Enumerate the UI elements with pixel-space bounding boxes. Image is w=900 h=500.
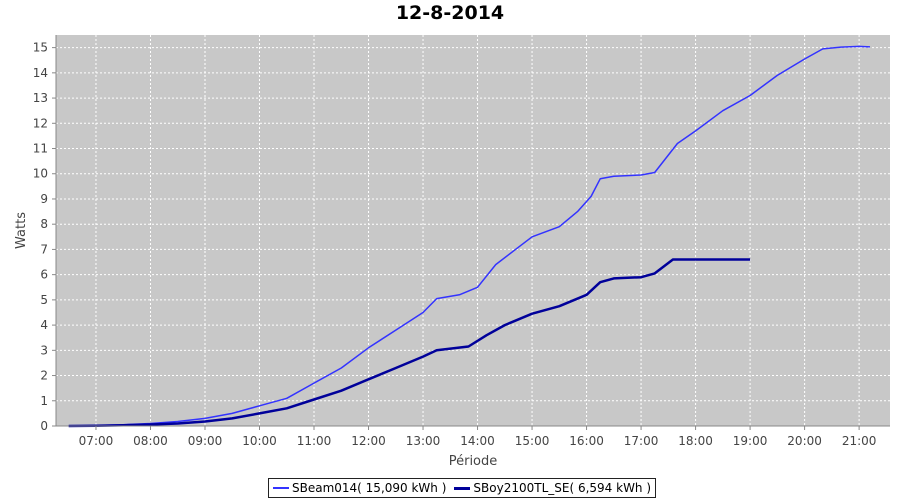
legend: SBeam014( 15,090 kWh ) SBoy2100TL_SE( 6,…: [268, 478, 657, 498]
x-tick-label: 13:00: [406, 434, 441, 448]
y-tick-label: 9: [40, 192, 48, 206]
y-tick-label: 4: [40, 318, 48, 332]
x-tick-label: 21:00: [842, 434, 877, 448]
x-tick-label: 17:00: [624, 434, 659, 448]
y-tick-label: 10: [33, 167, 48, 181]
series-line-1: [68, 258, 751, 428]
y-tick-label: 3: [40, 343, 48, 357]
legend-swatch-sbeam014: [273, 487, 289, 489]
x-tick-label: 10:00: [242, 434, 277, 448]
x-tick-label: 15:00: [515, 434, 550, 448]
chart-title: 12-8-2014: [395, 2, 505, 24]
legend-item-sbeam014: SBeam014( 15,090 kWh ): [273, 481, 446, 495]
legend-label-sbeam014: SBeam014( 15,090 kWh ): [292, 481, 447, 495]
plot-area: [56, 35, 890, 426]
x-tick-label: 09:00: [188, 434, 223, 448]
x-tick-label: 14:00: [460, 434, 495, 448]
y-tick-label: 0: [40, 419, 48, 433]
x-tick-label: 16:00: [569, 434, 604, 448]
y-tick-label: 6: [40, 268, 48, 282]
x-tick-label: 08:00: [133, 434, 168, 448]
x-tick-label: 19:00: [733, 434, 768, 448]
legend-label-sboy2100tl: SBoy2100TL_SE( 6,594 kWh ): [473, 481, 652, 495]
legend-item-sboy2100tl: SBoy2100TL_SE( 6,594 kWh ): [454, 481, 651, 495]
y-tick-label: 2: [40, 369, 48, 383]
y-tick-label: 12: [33, 116, 48, 130]
y-tick-label: 8: [40, 217, 48, 231]
series-line-0: [68, 45, 871, 427]
series-layer: [68, 45, 871, 428]
y-tick-label: 14: [33, 66, 48, 80]
x-tick-label: 18:00: [678, 434, 713, 448]
y-axis-label: Watts: [14, 212, 29, 249]
x-tick-label: 11:00: [297, 434, 332, 448]
y-tick-label: 15: [33, 41, 48, 55]
x-tick-label: 07:00: [79, 434, 114, 448]
grid: [56, 35, 890, 427]
x-axis-label: Période: [449, 454, 498, 469]
y-tick-label: 7: [40, 242, 48, 256]
y-tick-label: 11: [33, 142, 48, 156]
x-tick-label: 20:00: [787, 434, 822, 448]
y-tick-label: 13: [33, 91, 48, 105]
y-tick-label: 5: [40, 293, 48, 307]
x-axis: 07:00 08:00 09:00 10:00 11:00 12:00 13:00 14:00…: [79, 426, 877, 448]
y-tick-label: 1: [40, 394, 48, 408]
x-tick-label: 12:00: [351, 434, 386, 448]
legend-swatch-sboy2100tl: [454, 486, 471, 490]
